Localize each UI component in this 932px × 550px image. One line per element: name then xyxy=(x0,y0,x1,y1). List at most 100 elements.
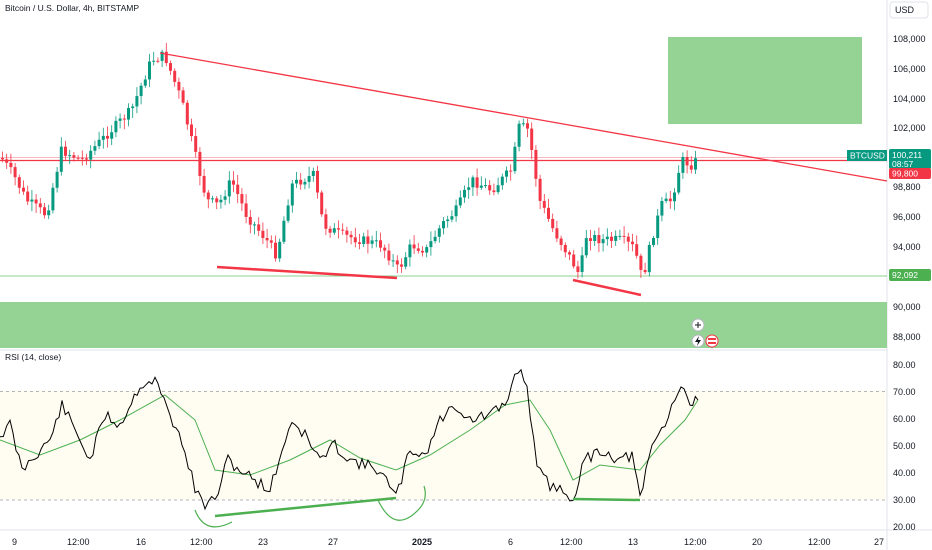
candle-body xyxy=(9,162,13,168)
candle-body xyxy=(106,135,109,139)
candle-body xyxy=(349,234,353,238)
candle-body xyxy=(421,250,424,253)
rsi-tick: 40.00 xyxy=(893,468,916,478)
bar-countdown: 08:57 xyxy=(892,159,914,169)
price-low-line-2[interactable] xyxy=(572,278,642,297)
candle-body xyxy=(328,228,332,233)
candle-body xyxy=(370,240,374,244)
candle-body xyxy=(131,106,135,109)
candle-body xyxy=(55,171,59,188)
candle-body xyxy=(563,244,567,253)
candle-body xyxy=(433,236,437,242)
rsi-axis[interactable]: 80.00 70.00 60.00 50.00 40.00 30.00 20.0… xyxy=(893,360,916,532)
candle-body xyxy=(307,176,311,182)
candle-body xyxy=(467,187,471,190)
candle-body xyxy=(631,241,634,245)
rsi-divergence-line-1[interactable] xyxy=(214,496,397,518)
candle-body xyxy=(408,244,412,258)
candle-body xyxy=(215,198,219,203)
currency-label: USD xyxy=(895,5,915,15)
rsi-band xyxy=(0,390,887,500)
rsi-tick: 70.00 xyxy=(893,387,916,397)
flag-icon[interactable] xyxy=(705,334,719,348)
candle-body xyxy=(534,149,538,179)
candle-body xyxy=(492,190,496,193)
lightning-icon[interactable] xyxy=(691,334,705,348)
candle-body xyxy=(463,189,466,198)
candle-body xyxy=(416,248,420,251)
supply-zone-box[interactable] xyxy=(668,37,862,124)
candle-body xyxy=(59,146,63,172)
rsi-tick: 60.00 xyxy=(893,414,916,424)
time-tick: 12:00 xyxy=(560,537,583,547)
candle-body xyxy=(652,237,655,245)
time-tick: 12:00 xyxy=(67,537,90,547)
candle-body xyxy=(227,180,231,197)
candle-body xyxy=(400,264,403,267)
candle-body xyxy=(580,255,584,272)
price-tick: 90,000 xyxy=(893,302,921,312)
time-tick: 9 xyxy=(12,537,17,547)
candle-body xyxy=(34,199,38,204)
candle-body xyxy=(395,260,399,265)
candle-body xyxy=(446,219,450,222)
candle-body xyxy=(635,244,639,256)
red-level-tag: 99,800 xyxy=(889,168,931,179)
rsi-line xyxy=(0,368,699,511)
candle-body xyxy=(337,228,340,230)
candle-body xyxy=(521,123,525,125)
candle-body xyxy=(290,183,294,206)
candle-body xyxy=(374,240,378,242)
candle-body xyxy=(437,228,441,237)
candle-body xyxy=(97,139,101,147)
price-low-line-1[interactable] xyxy=(216,265,398,280)
candle-body xyxy=(551,218,555,229)
time-tick: 20 xyxy=(752,537,762,547)
candle-body xyxy=(240,194,244,204)
red-level-value: 99,800 xyxy=(892,169,918,179)
candle-body xyxy=(118,118,122,121)
rsi-divergence-line-2[interactable] xyxy=(572,497,641,502)
candle-body xyxy=(614,235,618,241)
candle-body xyxy=(295,179,298,184)
candle-body xyxy=(547,207,550,219)
time-tick: 12:00 xyxy=(808,537,831,547)
rsi-arc-1[interactable] xyxy=(194,509,233,528)
symbol-price-tag: BTCUSD 100,211 08:57 xyxy=(847,149,931,169)
candle-body xyxy=(488,185,492,191)
candle-body xyxy=(568,252,571,255)
candle-body xyxy=(286,205,290,221)
candle-body xyxy=(626,236,630,242)
candle-body xyxy=(610,236,613,241)
candle-body xyxy=(694,158,697,170)
candle-body xyxy=(341,229,345,231)
demand-zone-box[interactable] xyxy=(0,302,887,348)
candle-body xyxy=(139,85,143,97)
time-axis[interactable]: 9 12:00 16 12:00 23 27 2025 6 12:00 13 1… xyxy=(12,537,884,547)
price-tick: 98,800 xyxy=(893,182,921,192)
plus-circle-icon[interactable] xyxy=(691,318,705,332)
candle-body xyxy=(198,151,202,176)
candle-body xyxy=(278,241,282,259)
candle-body xyxy=(538,178,542,201)
price-axis[interactable]: 108,000 106,000 104,000 102,000 98,800 9… xyxy=(893,34,926,342)
candle-body xyxy=(194,136,198,152)
candle-body xyxy=(93,146,97,151)
candle-body xyxy=(173,70,177,82)
time-tick: 27 xyxy=(874,537,884,547)
price-tick: 104,000 xyxy=(893,94,926,104)
rsi-tick: 20.00 xyxy=(893,522,916,532)
candle-body xyxy=(13,167,17,178)
currency-button[interactable]: USD xyxy=(889,1,929,19)
candle-body xyxy=(122,118,126,120)
candle-body xyxy=(22,187,25,192)
candle-body xyxy=(656,215,660,238)
price-tick: 106,000 xyxy=(893,64,926,74)
rsi-arc-2[interactable] xyxy=(377,485,426,521)
candle-body xyxy=(219,199,223,203)
candle-body xyxy=(425,247,429,253)
green-level-value: 92,092 xyxy=(892,270,918,280)
price-tick: 94,000 xyxy=(893,242,921,252)
descending-trendline[interactable] xyxy=(159,52,888,182)
